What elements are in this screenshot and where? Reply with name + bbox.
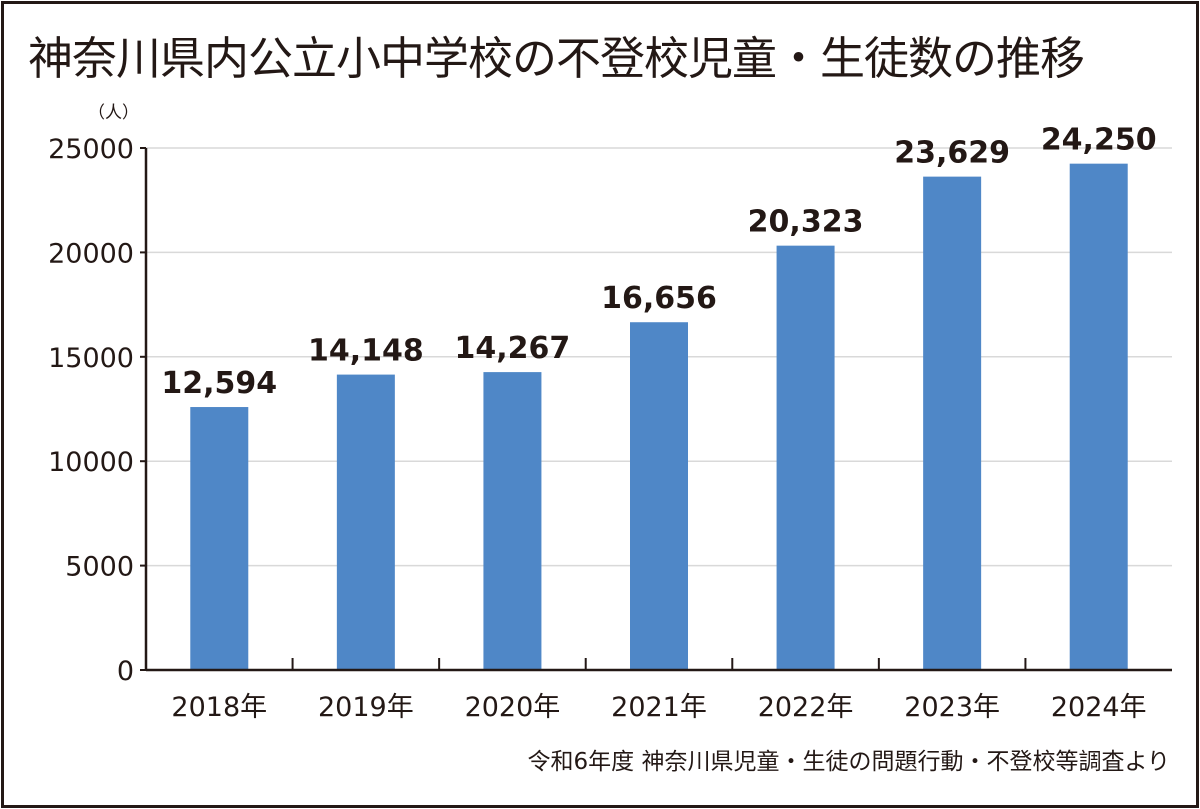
y-tick-label: 0 [117,656,134,687]
data-label: 12,594 [161,366,277,401]
chart-title: 神奈川県内公立小中学校の不登校児童・生徒数の推移 [28,32,1085,85]
y-tick-label: 5000 [65,552,134,583]
y-tick-label: 25000 [48,134,134,165]
y-tick-label: 10000 [48,447,134,478]
x-tick-label: 2024年 [1051,692,1147,723]
x-tick-label: 2021年 [611,692,707,723]
bar [483,372,542,670]
bar [190,407,249,670]
y-tick-label: 15000 [48,343,134,374]
y-tick-label: 20000 [48,238,134,269]
bar [336,374,395,670]
data-label: 20,323 [748,205,864,240]
x-tick-label: 2020年 [465,692,561,723]
x-tick-label: 2018年 [171,692,267,723]
bar [923,176,982,671]
bar [630,322,688,670]
source-note: 令和6年度 神奈川県児童・生徒の問題行動・不登校等調査より [527,749,1170,775]
data-label: 16,656 [601,281,717,316]
x-tick-label: 2023年 [904,692,1000,723]
data-label: 14,148 [308,334,424,369]
x-tick-label: 2022年 [758,692,854,723]
bar [776,245,835,670]
data-label: 14,267 [455,331,571,366]
x-tick-label: 2019年 [318,692,414,723]
data-label: 24,250 [1041,123,1157,158]
data-label: 23,629 [894,136,1010,171]
y-axis-unit: （人） [88,103,139,123]
bar [1069,163,1128,670]
